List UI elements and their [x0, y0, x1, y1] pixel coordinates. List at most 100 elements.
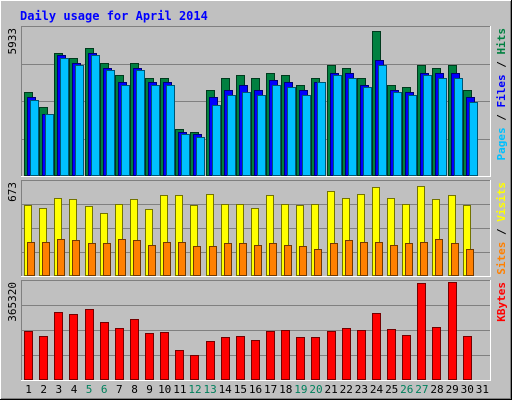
day-label-16: 16 [249, 383, 262, 396]
bar-kbytes-day-25 [387, 329, 396, 380]
y-max-label: 365320 [6, 282, 19, 322]
bar-kbytes-day-10 [160, 332, 169, 380]
day-label-22: 22 [340, 383, 353, 396]
day-label-31: 31 [476, 383, 489, 396]
day-axis-labels: 1 2 3 4 5 6 7 8 9 10 11 12 13 14 15 16 17 18 19 20 21 22 23 24 2… [25, 383, 489, 396]
bar-kbytes-day-1 [24, 331, 33, 380]
bar-pages-day-22 [348, 78, 357, 176]
bar-kbytes-day-19 [296, 337, 305, 380]
bar-sites-day-14 [224, 243, 232, 276]
bar-pages-day-11 [181, 134, 190, 176]
day-label-6: 6 [101, 383, 108, 396]
bar-pages-day-4 [75, 65, 84, 176]
bar-sites-day-12 [193, 246, 201, 276]
day-label-27: 27 [415, 383, 428, 396]
day-label-28: 28 [430, 383, 443, 396]
label-files: Files [495, 74, 508, 107]
day-label-5: 5 [86, 383, 93, 396]
y-max-label: 673 [6, 182, 19, 202]
bar-sites-day-2 [42, 242, 50, 276]
chart-title: Daily usage for April 2014 [20, 9, 208, 23]
bar-sites-day-20 [314, 249, 322, 276]
bar-pages-day-30 [469, 102, 478, 176]
label-sep: / [495, 55, 508, 75]
day-label-21: 21 [324, 383, 337, 396]
bar-kbytes-day-7 [115, 328, 124, 380]
day-label-14: 14 [219, 383, 233, 396]
bar-kbytes-day-4 [69, 314, 78, 380]
day-label-1: 1 [25, 383, 32, 396]
bar-kbytes-day-29 [448, 282, 457, 380]
bar-pages-day-28 [438, 78, 447, 176]
bar-sites-day-9 [148, 245, 156, 276]
bar-kbytes-day-5 [85, 309, 94, 380]
day-label-30: 30 [461, 383, 474, 396]
bar-kbytes-day-14 [221, 337, 230, 380]
bar-sites-day-30 [466, 249, 474, 276]
day-label-10: 10 [158, 383, 171, 396]
day-label-25: 25 [385, 383, 398, 396]
y-max-label: 5933 [6, 28, 19, 55]
bar-pages-day-20 [317, 82, 326, 176]
bar-pages-day-8 [136, 70, 145, 176]
label-hits: Hits [495, 28, 508, 55]
bar-pages-day-27 [423, 75, 432, 176]
series-label: Sites / Visits [495, 182, 508, 275]
bar-pages-day-7 [121, 85, 130, 176]
bar-kbytes-day-15 [236, 336, 245, 380]
bar-sites-day-3 [57, 239, 65, 276]
bar-sites-day-13 [209, 246, 217, 276]
bar-sites-day-24 [375, 242, 383, 276]
bar-sites-day-15 [239, 243, 247, 276]
bar-kbytes-day-18 [281, 330, 290, 380]
label-sep: / [495, 222, 508, 242]
bar-pages-day-24 [378, 65, 387, 176]
series-label: KBytes [495, 282, 508, 322]
bar-pages-day-3 [60, 58, 69, 176]
bar-sites-day-28 [435, 239, 443, 276]
bar-sites-day-22 [345, 240, 353, 276]
day-label-17: 17 [264, 383, 277, 396]
bar-pages-day-6 [106, 70, 115, 176]
day-label-18: 18 [279, 383, 292, 396]
panel-kbytes: 365320 KBytes [6, 280, 508, 381]
day-label-12: 12 [188, 383, 201, 396]
label-sites: Sites [495, 242, 508, 275]
bar-pages-day-25 [393, 92, 402, 176]
day-label-26: 26 [400, 383, 413, 396]
bar-sites-day-21 [330, 243, 338, 276]
bar-sites-day-25 [390, 245, 398, 276]
bar-pages-day-10 [166, 85, 175, 176]
bar-pages-day-16 [257, 95, 266, 176]
day-label-7: 7 [116, 383, 123, 396]
bar-sites-day-8 [133, 240, 141, 276]
bar-kbytes-day-30 [463, 336, 472, 380]
bar-pages-day-26 [408, 95, 417, 176]
bar-kbytes-day-27 [417, 283, 426, 380]
bar-sites-day-16 [254, 245, 262, 276]
bar-pages-day-21 [333, 75, 342, 176]
bar-pages-day-13 [212, 105, 221, 176]
bar-pages-day-5 [91, 55, 100, 176]
panel-visits-sites: 673 Sites / Visits [6, 180, 508, 277]
bar-pages-day-18 [287, 87, 296, 176]
bar-kbytes-day-16 [251, 340, 260, 380]
bar-pages-day-17 [272, 85, 281, 176]
label-pages: Pages [495, 127, 508, 160]
bar-sites-day-4 [72, 240, 80, 276]
bar-pages-day-1 [30, 100, 39, 176]
bar-kbytes-day-28 [432, 327, 441, 380]
day-label-20: 20 [309, 383, 322, 396]
bar-sites-day-17 [269, 243, 277, 276]
bar-kbytes-day-8 [130, 319, 139, 380]
bar-sites-day-29 [451, 243, 459, 276]
bar-sites-day-23 [360, 242, 368, 276]
day-label-13: 13 [203, 383, 216, 396]
bar-kbytes-day-2 [39, 336, 48, 380]
bar-sites-day-18 [284, 245, 292, 276]
bar-kbytes-day-21 [327, 331, 336, 380]
series-label: Pages / Files / Hits [495, 28, 508, 161]
bar-kbytes-day-22 [342, 328, 351, 380]
day-label-23: 23 [355, 383, 368, 396]
